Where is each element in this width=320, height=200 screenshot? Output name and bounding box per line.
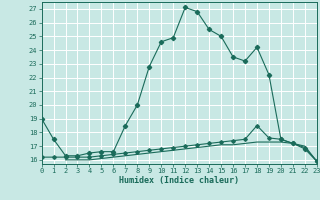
X-axis label: Humidex (Indice chaleur): Humidex (Indice chaleur)	[119, 176, 239, 185]
